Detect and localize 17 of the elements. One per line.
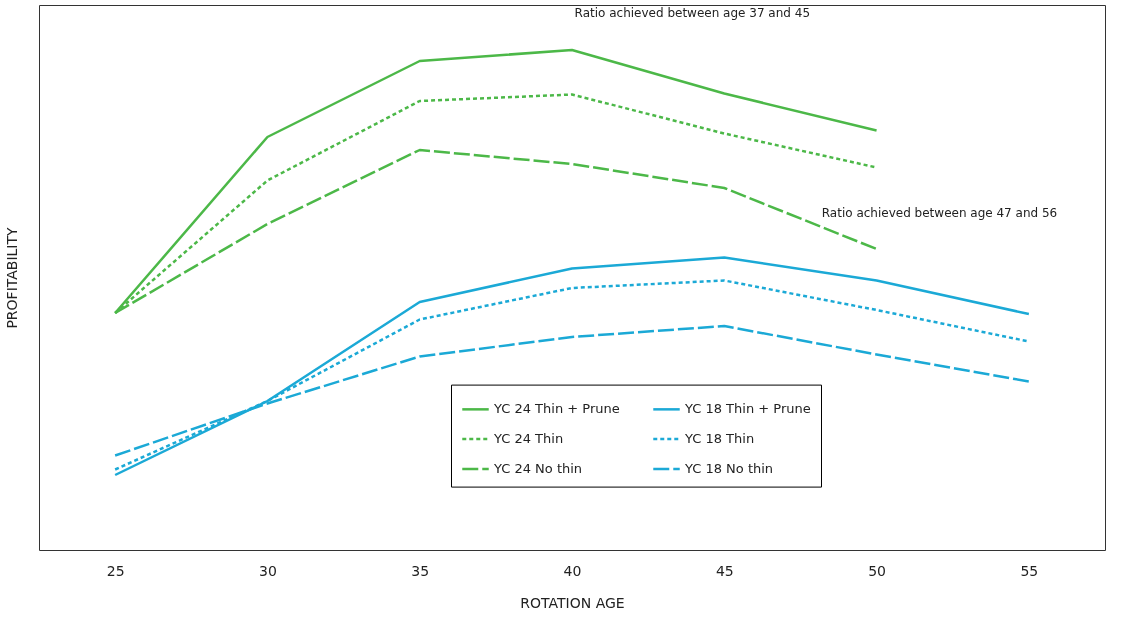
legend-label: YC 18 No thin — [684, 461, 774, 477]
legend-label: YC 24 Thin + Prune — [493, 401, 620, 417]
x-tick-label: 25 — [106, 562, 125, 579]
x-tick-label: 40 — [563, 562, 582, 579]
x-tick-label: 55 — [1020, 562, 1039, 579]
x-axis-title: ROTATION AGE — [520, 594, 625, 611]
annotation: Ratio achieved between age 47 and 56 — [821, 206, 1058, 220]
x-tick-label: 50 — [868, 562, 886, 579]
legend-label: YC 18 Thin — [684, 431, 755, 447]
x-tick-label: 35 — [411, 562, 430, 579]
text: Ratio achieved between age 37 and 45 — [574, 5, 811, 20]
legend-label: YC 18 Thin + Prune — [684, 401, 811, 417]
x-tick-label: 45 — [715, 562, 734, 579]
y-axis-title: PROFITABILITY — [3, 226, 20, 329]
legend-label: YC 24 Thin — [493, 431, 564, 447]
x-tick-label: 30 — [259, 562, 277, 579]
legend-label: YC 24 No thin — [493, 461, 583, 477]
